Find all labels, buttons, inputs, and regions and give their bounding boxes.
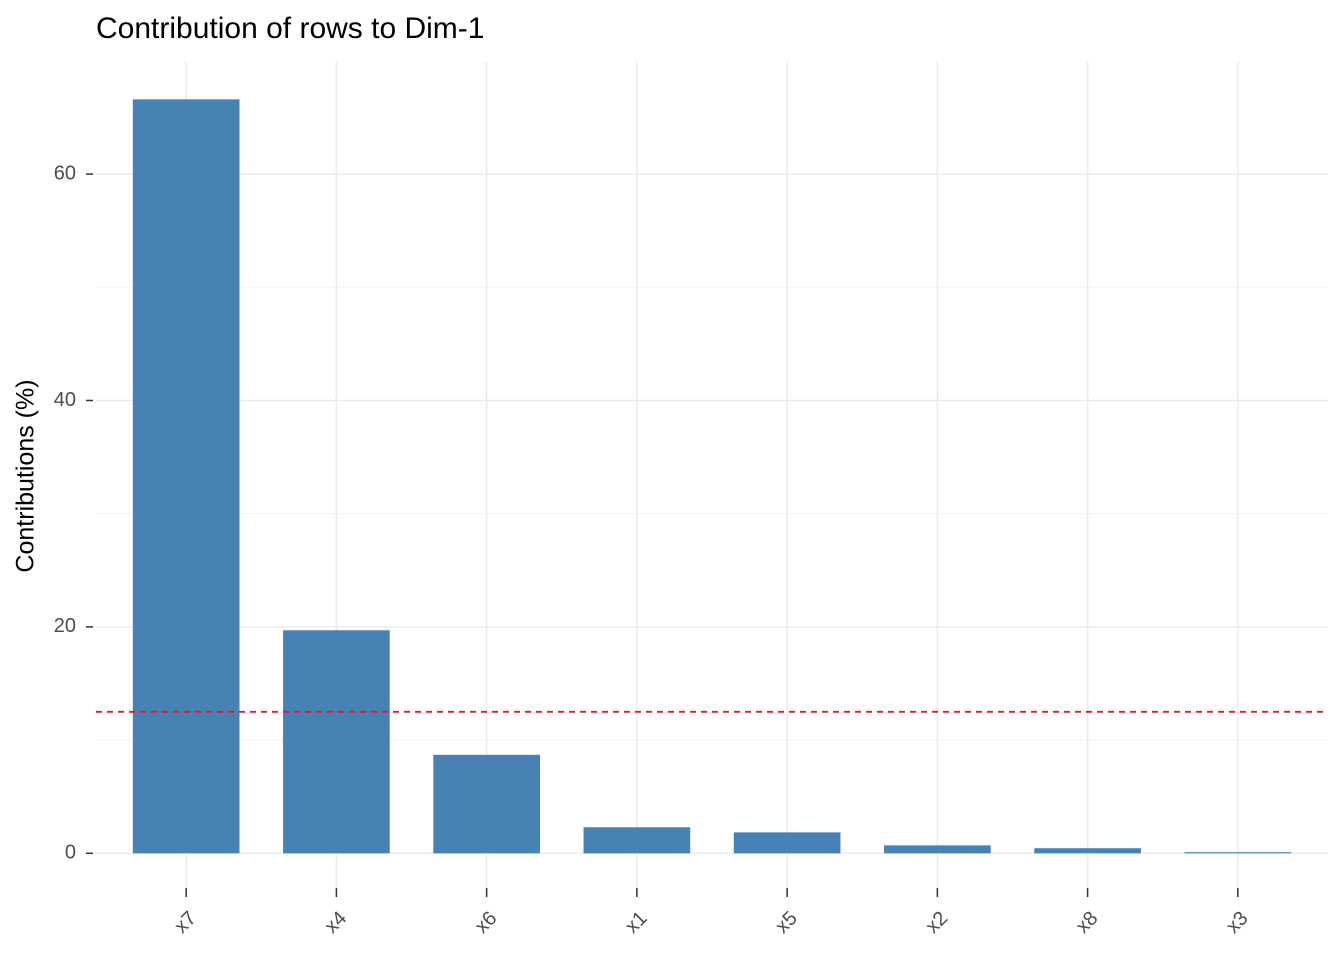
bar bbox=[1034, 848, 1141, 854]
y-tick-label: 60 bbox=[54, 162, 76, 184]
x-tick-label: x6 bbox=[471, 907, 501, 937]
x-tick-label: x1 bbox=[621, 907, 651, 937]
x-tick-label: x7 bbox=[170, 907, 200, 937]
bar bbox=[433, 754, 540, 854]
x-tick-label: x5 bbox=[771, 907, 801, 937]
bar bbox=[283, 630, 390, 854]
bar bbox=[583, 827, 691, 854]
y-tick-label: 0 bbox=[65, 842, 76, 864]
x-tick-label: x2 bbox=[922, 907, 952, 937]
x-tick-label: x8 bbox=[1072, 907, 1102, 937]
bar bbox=[733, 832, 841, 854]
x-tick-label: x4 bbox=[321, 907, 351, 937]
x-tick-label: x3 bbox=[1222, 907, 1252, 937]
bar bbox=[132, 99, 240, 854]
y-axis-title: Contributions (%) bbox=[12, 379, 40, 572]
bar bbox=[884, 845, 991, 854]
y-tick-label: 40 bbox=[54, 389, 76, 411]
chart-title: Contribution of rows to Dim-1 bbox=[96, 12, 484, 45]
y-tick-label: 20 bbox=[54, 615, 76, 637]
bar bbox=[1184, 852, 1292, 854]
